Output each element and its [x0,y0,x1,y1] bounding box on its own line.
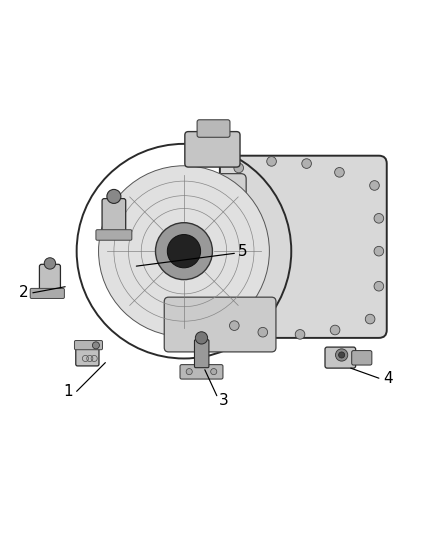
FancyBboxPatch shape [185,132,240,167]
Circle shape [258,327,268,337]
FancyBboxPatch shape [180,365,223,379]
Circle shape [92,342,99,349]
FancyBboxPatch shape [96,230,132,240]
Circle shape [155,223,212,280]
Circle shape [107,189,121,204]
FancyBboxPatch shape [352,351,372,365]
FancyBboxPatch shape [30,288,64,298]
FancyBboxPatch shape [194,340,209,368]
Circle shape [234,163,244,173]
Text: 4: 4 [383,370,392,386]
Circle shape [339,352,345,358]
Circle shape [267,157,276,166]
Text: 1: 1 [63,384,73,399]
Circle shape [365,314,375,324]
Circle shape [211,368,217,375]
Circle shape [195,332,208,344]
FancyBboxPatch shape [76,346,99,366]
Circle shape [330,325,340,335]
Text: 2: 2 [19,285,29,300]
FancyBboxPatch shape [102,199,126,236]
Circle shape [167,235,201,268]
FancyBboxPatch shape [197,120,230,138]
Circle shape [230,321,239,330]
Text: 3: 3 [219,393,228,408]
Circle shape [374,214,384,223]
Circle shape [302,159,311,168]
Circle shape [374,281,384,291]
Circle shape [295,329,305,339]
Circle shape [99,166,269,336]
FancyBboxPatch shape [74,341,102,350]
Circle shape [370,181,379,190]
FancyBboxPatch shape [220,156,387,338]
Text: 5: 5 [238,244,248,259]
Circle shape [335,167,344,177]
FancyBboxPatch shape [164,297,276,352]
Circle shape [44,258,56,269]
FancyBboxPatch shape [325,347,356,368]
FancyBboxPatch shape [39,264,60,293]
Circle shape [336,349,348,361]
FancyBboxPatch shape [163,174,246,309]
Circle shape [374,246,384,256]
Circle shape [186,368,192,375]
